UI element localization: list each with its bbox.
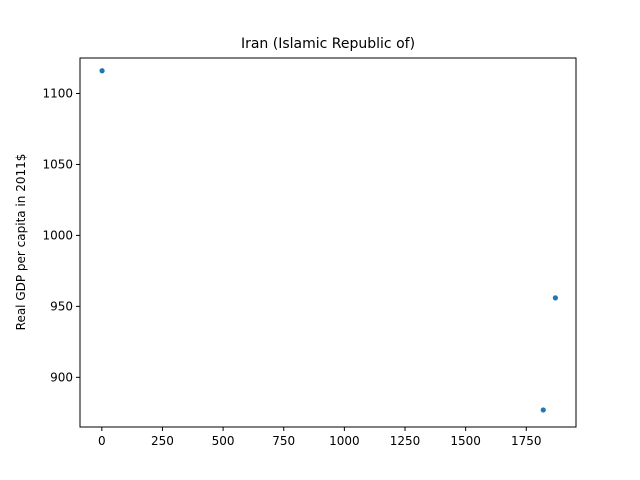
x-tick-label: 1750 [511,434,542,448]
y-tick-label: 1100 [42,86,73,100]
data-points [99,68,558,413]
y-tick-label: 900 [50,370,73,384]
y-axis: 900 950 1000 1050 1100 [42,86,80,384]
x-tick-label: 1250 [390,434,421,448]
x-tick-label: 1500 [450,434,481,448]
plot-area [79,57,577,428]
y-tick-label: 1050 [42,157,73,171]
y-axis-label: Real GDP per capita in 2011$ [14,154,28,331]
scatter-point [99,68,105,74]
x-tick-label: 750 [272,434,295,448]
x-tick-label: 0 [98,434,106,448]
chart-title: Iran (Islamic Republic of) [241,36,415,52]
scatter-point [552,295,558,301]
y-tick-label: 950 [50,299,73,313]
y-tick-label: 1000 [42,228,73,242]
x-tick-label: 500 [212,434,235,448]
x-axis: 0 250 500 750 1000 1250 1500 1750 [98,427,542,448]
plot-frame [79,57,577,428]
scatter-point [540,407,546,413]
x-tick-label: 1000 [329,434,360,448]
x-tick-label: 250 [151,434,174,448]
